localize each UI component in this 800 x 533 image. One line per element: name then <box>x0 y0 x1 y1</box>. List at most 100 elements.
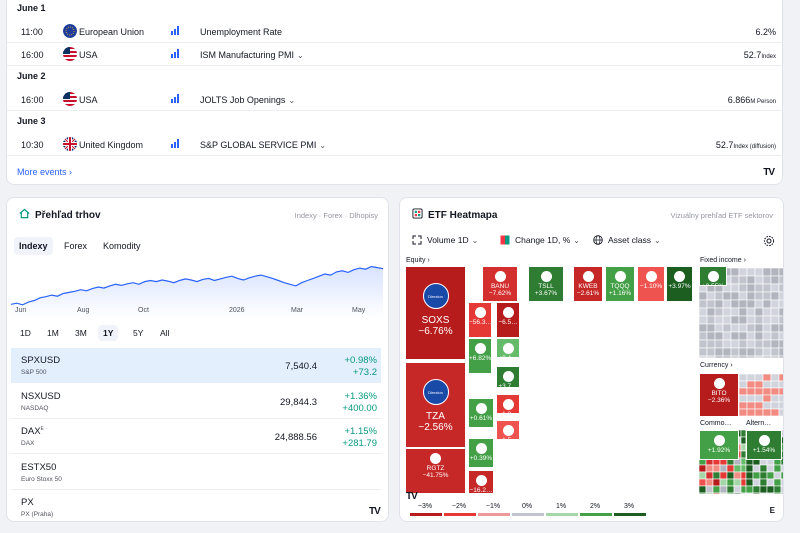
range-1d[interactable]: 1D <box>20 328 31 338</box>
range-1y[interactable]: 1Y <box>98 325 119 341</box>
heatmap-cell[interactable] <box>746 315 756 325</box>
heatmap-cell[interactable] <box>762 299 772 309</box>
heatmap-cell[interactable] <box>766 485 775 494</box>
heatmap-cell[interactable] <box>759 471 768 480</box>
heatmap-cell[interactable] <box>726 478 735 487</box>
event-name[interactable]: ISM Manufacturing PMI ⌄ <box>200 50 304 60</box>
heatmap-cell[interactable] <box>706 299 716 309</box>
heatmap-cell[interactable] <box>778 315 784 325</box>
heatmap-cell[interactable] <box>714 331 724 341</box>
heatmap-cell[interactable] <box>722 323 732 333</box>
heatmap-cell[interactable] <box>714 291 724 301</box>
heatmap-cell[interactable] <box>738 373 748 382</box>
heatmap-cell[interactable] <box>722 299 732 309</box>
chevron-down-icon[interactable]: ⌄ <box>319 141 327 150</box>
heatmap-tile[interactable]: TSLL +3.67% <box>528 266 564 302</box>
heatmap-cell[interactable] <box>738 331 748 341</box>
heatmap-cell[interactable] <box>780 478 784 487</box>
heatmap-cell[interactable] <box>780 492 784 495</box>
heatmap-cell[interactable] <box>738 380 748 389</box>
heatmap-cell[interactable] <box>778 299 784 309</box>
heatmap-cell[interactable] <box>738 267 748 277</box>
heatmap-cell[interactable] <box>714 323 724 333</box>
volume-dropdown[interactable]: Volume 1D ⌄ <box>412 235 478 245</box>
heatmap-cell[interactable] <box>762 267 772 277</box>
heatmap-cell[interactable] <box>740 464 747 473</box>
heatmap-cell[interactable] <box>738 299 748 309</box>
heatmap-cell[interactable] <box>770 299 780 309</box>
heatmap-cell[interactable] <box>706 315 716 325</box>
heatmap-cell[interactable] <box>745 478 754 487</box>
heatmap-cell[interactable] <box>740 485 747 494</box>
heatmap-cell[interactable] <box>706 291 716 301</box>
quote-row[interactable]: NSXUSD NASDAQ 29,844.3 +1.36% +400.00 <box>11 384 381 419</box>
heatmap-cell[interactable] <box>698 347 708 357</box>
sector-fixed-income-label[interactable]: Fixed income › <box>700 257 746 264</box>
heatmap-cell[interactable] <box>759 485 768 494</box>
heatmap-cell[interactable] <box>712 471 721 480</box>
heatmap-cell[interactable] <box>778 394 784 403</box>
heatmap-cell[interactable] <box>770 373 780 382</box>
heatmap-cell[interactable] <box>770 275 780 285</box>
heatmap-cell[interactable] <box>740 478 747 487</box>
heatmap-cell[interactable] <box>766 471 775 480</box>
heatmap-cell[interactable] <box>745 464 754 473</box>
heatmap-cell[interactable] <box>754 387 764 396</box>
heatmap-cell[interactable] <box>730 323 740 333</box>
heatmap-cell[interactable] <box>754 401 764 410</box>
heatmap-cell[interactable] <box>778 373 784 382</box>
quote-row[interactable]: SPXUSD S&P 500 7,540.4 +0.98% +73.2 <box>11 348 381 383</box>
heatmap-cell[interactable] <box>698 492 707 495</box>
heatmap-cell[interactable] <box>778 339 784 349</box>
heatmap-cell[interactable] <box>712 478 721 487</box>
heatmap-cell[interactable] <box>752 471 761 480</box>
heatmap-cell[interactable] <box>762 347 772 357</box>
heatmap-cell[interactable] <box>754 299 764 309</box>
heatmap-cell[interactable] <box>754 339 764 349</box>
heatmap-cell[interactable] <box>730 347 740 357</box>
heatmap-cell[interactable] <box>770 408 780 417</box>
heatmap-cell[interactable] <box>773 485 782 494</box>
range-5y[interactable]: 5Y <box>133 328 144 338</box>
heatmap-cell[interactable] <box>752 485 761 494</box>
heatmap-cell[interactable] <box>698 339 708 349</box>
heatmap-title[interactable]: ETF Heatmapa <box>428 210 498 221</box>
heatmap-cell[interactable] <box>766 478 775 487</box>
tab-forex[interactable]: Forex <box>64 241 88 251</box>
heatmap-cell[interactable] <box>752 464 761 473</box>
event-name[interactable]: JOLTS Job Openings ⌄ <box>200 95 296 105</box>
heatmap-tile[interactable]: TQQQ +1.16% <box>605 266 635 302</box>
heatmap-cell[interactable] <box>770 387 780 396</box>
heatmap-cell[interactable] <box>762 380 772 389</box>
heatmap-cell[interactable] <box>730 267 740 277</box>
heatmap-tile[interactable]: +0.39% <box>468 438 494 468</box>
heatmap-cell[interactable] <box>698 331 708 341</box>
heatmap-cell[interactable] <box>730 307 740 317</box>
quote-row[interactable]: PX PX (Praha) <box>11 490 381 521</box>
heatmap-cell[interactable] <box>738 394 748 403</box>
tab-indexy[interactable]: Indexy <box>14 237 53 255</box>
index-chart[interactable] <box>11 258 383 318</box>
heatmap-cell[interactable] <box>698 478 707 487</box>
heatmap-cell[interactable] <box>705 492 714 495</box>
heatmap-cell[interactable] <box>770 394 780 403</box>
heatmap-cell[interactable] <box>726 485 735 494</box>
heatmap-tile[interactable]: −1.5… <box>496 420 520 440</box>
heatmap-cell[interactable] <box>698 471 707 480</box>
heatmap-cell[interactable] <box>738 408 748 417</box>
heatmap-cell[interactable] <box>745 485 754 494</box>
settings-gear-icon[interactable] <box>763 235 775 247</box>
heatmap-cell[interactable] <box>780 471 784 480</box>
event-row[interactable]: 10:30 United Kingdom S&P GLOBAL SERVICE PM… <box>7 133 782 156</box>
heatmap-cell[interactable] <box>762 315 772 325</box>
heatmap-cell[interactable] <box>714 307 724 317</box>
chevron-down-icon[interactable]: ⌄ <box>297 51 304 60</box>
sector-commodities-label[interactable]: Commo… <box>700 420 732 427</box>
heatmap-cell[interactable] <box>762 394 772 403</box>
heatmap-cell[interactable] <box>719 485 728 494</box>
heatmap-cell[interactable] <box>712 464 721 473</box>
heatmap-tile[interactable]: −1.0… <box>496 394 520 414</box>
heatmap-cell[interactable] <box>762 283 772 293</box>
heatmap-cell[interactable] <box>746 299 756 309</box>
heatmap-cell[interactable] <box>738 339 748 349</box>
